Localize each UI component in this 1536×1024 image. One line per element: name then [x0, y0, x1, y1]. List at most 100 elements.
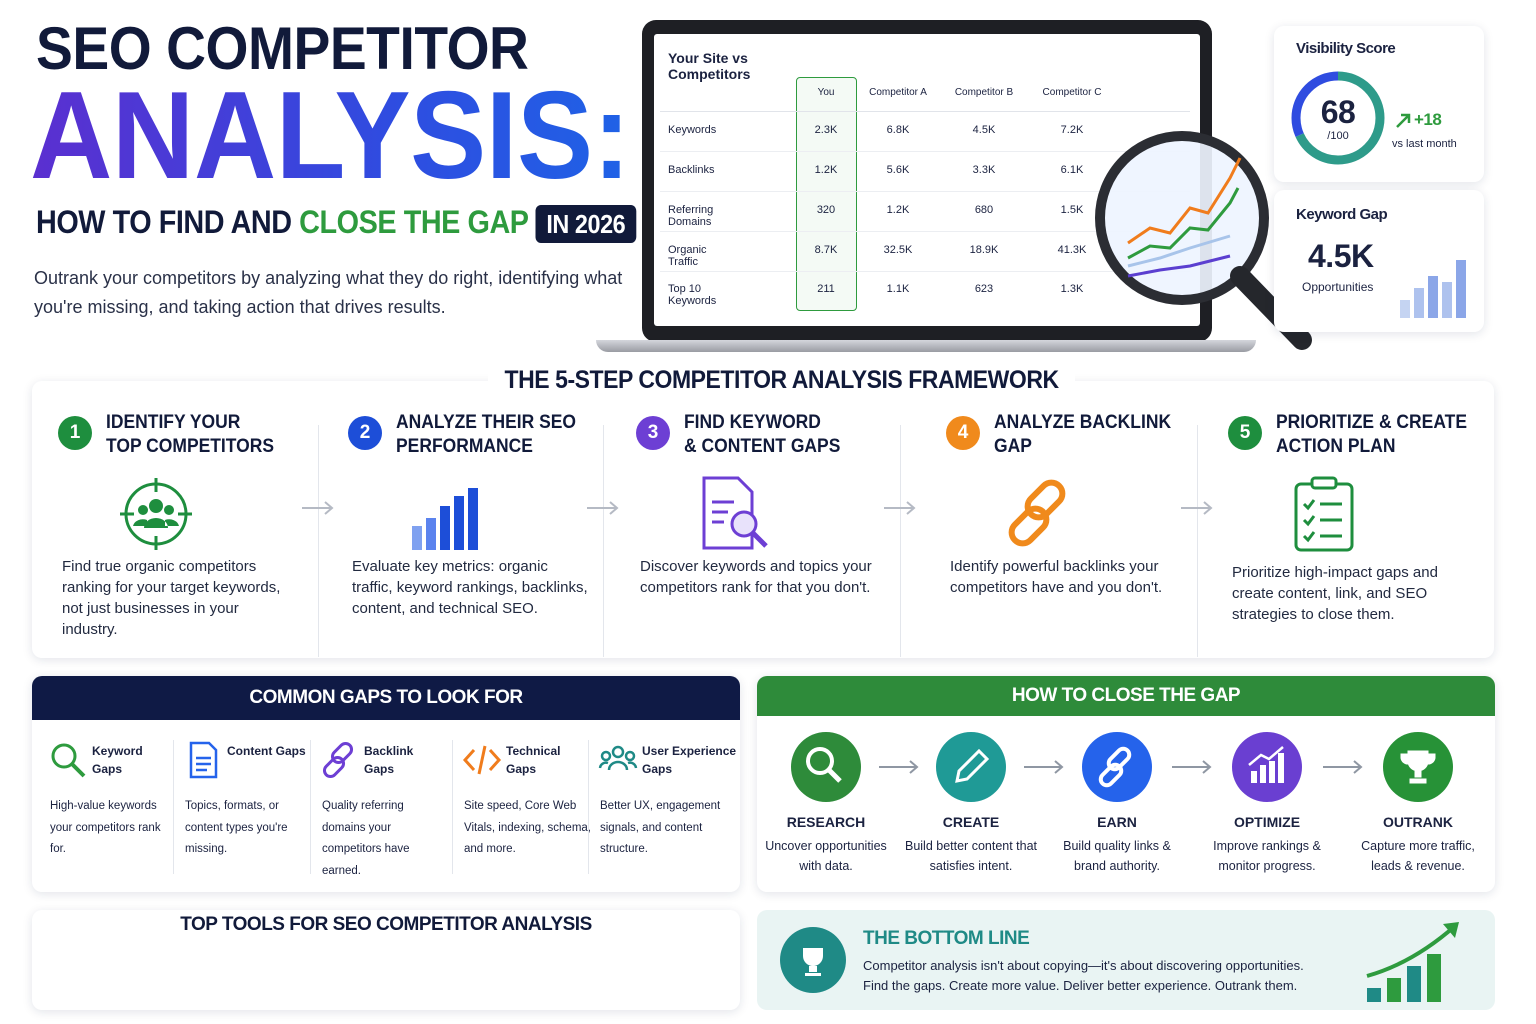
bottom-title: THE BOTTOM LINE [863, 928, 1030, 949]
icon-shape [1082, 732, 1152, 802]
column-header: Competitor B [954, 87, 1014, 98]
step-number: 5 [1228, 416, 1262, 450]
icon-shape [426, 518, 436, 550]
gap-value: 4.5K [1308, 238, 1374, 274]
icon-shape [1024, 760, 1064, 774]
icon-shape [120, 478, 192, 550]
cell: 7.2K [1060, 124, 1084, 136]
step-description: Prioritize high-impact gaps and create c… [1232, 564, 1438, 623]
icon-shape [624, 750, 636, 762]
step-number: 3 [636, 416, 670, 450]
icon-shape [1024, 479, 1066, 521]
close-arrow [877, 759, 921, 780]
icon-shape [133, 518, 179, 528]
icon-shape [702, 476, 768, 550]
gap-name: Backlink Gaps [364, 744, 414, 776]
cell: 6.1K [1060, 164, 1084, 176]
cell: 1.2K [814, 164, 838, 176]
close-step-name: OUTRANK [1383, 814, 1453, 830]
icon-shape [1294, 482, 1354, 552]
close-icon [790, 731, 862, 808]
row-rule [660, 231, 1190, 232]
step-arrow [585, 500, 621, 521]
row-label: Referring Domains [668, 204, 714, 228]
close-panel: HOW TO CLOSE THE GAP [757, 676, 1495, 892]
icon-shape [1456, 260, 1466, 318]
icon-shape [1383, 732, 1453, 802]
bottom-line-1: Competitor analysis isn't about copying—… [863, 958, 1304, 973]
cell: 320 [816, 204, 836, 216]
gap-description: Site speed, Core Web Vitals, indexing, s… [464, 800, 591, 855]
step-icon [406, 474, 486, 559]
gap-icon [462, 740, 502, 785]
keyword-gap-card: Keyword Gap 4.5K Opportunities [1274, 190, 1484, 332]
icon-shape [730, 510, 758, 538]
step-title: & CONTENT GAPS [684, 436, 841, 457]
step-title: PERFORMANCE [396, 436, 533, 457]
gaps-title: COMMON GAPS TO LOOK FOR [32, 676, 740, 720]
icon-shape [1322, 760, 1363, 774]
subtitle: HOW TO FIND AND CLOSE THE GAP IN 2026 [36, 204, 637, 244]
step-number: 2 [348, 416, 382, 450]
icon-shape [1400, 300, 1410, 318]
icon-shape [750, 530, 768, 548]
gap-divider [452, 740, 453, 874]
icon-shape [1248, 746, 1284, 766]
cell: 680 [974, 204, 994, 216]
icon-shape [1172, 760, 1212, 774]
gap-name: User Experience Gaps [642, 744, 737, 776]
icon-shape [164, 505, 174, 515]
gap-description: Better UX, engagement signals, and conte… [600, 800, 721, 855]
description: Outrank your competitors by analyzing wh… [34, 268, 623, 317]
icon-shape [1024, 760, 1064, 774]
gap-name: Content Gaps [227, 744, 306, 758]
gaps-panel: COMMON GAPS TO LOOK FOR [32, 676, 740, 892]
close-icon [1382, 731, 1454, 808]
title-line2: ANALYSIS: [30, 67, 631, 205]
step-title: PRIORITIZE & CREATE [1276, 412, 1468, 433]
gap-name: Technical Gaps [506, 744, 561, 776]
tools-panel: TOP TOOLS FOR SEO COMPETITOR ANALYSIS [32, 910, 740, 1010]
icon-shape [1367, 988, 1381, 1002]
score-change: +18 [1414, 110, 1442, 129]
gap-description: High-value keywords your competitors ran… [50, 800, 161, 855]
cell: 41.3K [1057, 244, 1087, 256]
gap-icon [48, 740, 88, 785]
icon-shape [712, 500, 734, 524]
row-label: Top 10 Keywords [668, 283, 717, 307]
icon-shape [454, 496, 464, 550]
step-title: GAP [994, 436, 1032, 457]
cell: 8.7K [814, 244, 838, 256]
laptop-base [596, 340, 1256, 352]
gauge [1291, 71, 1385, 165]
column-divider [900, 425, 901, 657]
column-divider [318, 425, 319, 657]
icon-shape [598, 760, 638, 771]
gap-description: Quality referring domains your competito… [322, 800, 410, 877]
close-step-description: Improve rankings & monitor progress. [1213, 839, 1321, 873]
icon-shape [70, 762, 86, 778]
icon-shape [1400, 750, 1436, 784]
icon-shape [936, 732, 1006, 802]
icon-shape [196, 756, 211, 772]
icon-shape [1428, 276, 1438, 318]
card-title: Keyword Gap [1296, 206, 1388, 223]
icon-shape [1310, 476, 1338, 490]
step-title: ACTION PLAN [1276, 436, 1396, 457]
growth-icon [1366, 922, 1459, 1002]
icon-shape [1427, 954, 1441, 1002]
step-description: Discover keywords and topics your compet… [640, 558, 872, 596]
icon-shape [51, 743, 86, 778]
column-divider [1197, 425, 1198, 657]
row-label: Organic Traffic [668, 244, 707, 268]
bottom-line-2: Find the gaps. Create more value. Delive… [863, 978, 1298, 993]
close-arrow [1022, 759, 1066, 780]
icon-shape [1008, 505, 1050, 547]
gap-icon [183, 740, 223, 785]
icon-shape [189, 741, 218, 779]
close-title: HOW TO CLOSE THE GAP [757, 676, 1495, 716]
icon-shape [1442, 282, 1452, 318]
card-title: Visibility Score [1296, 40, 1396, 57]
close-step-name: EARN [1097, 814, 1137, 830]
